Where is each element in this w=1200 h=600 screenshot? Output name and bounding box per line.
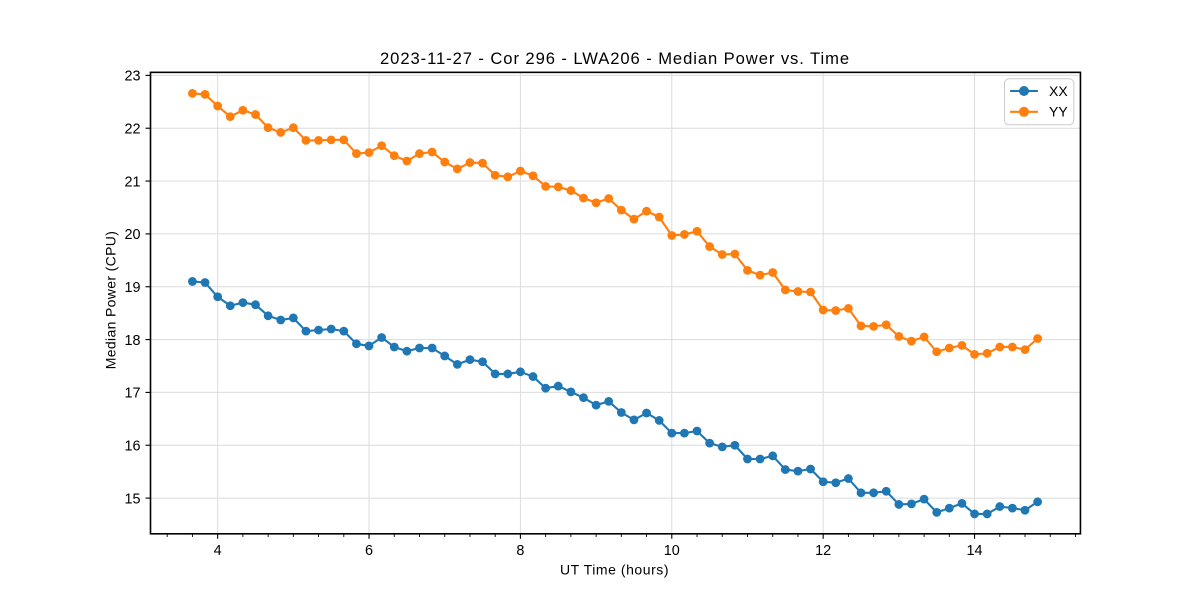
svg-text:23: 23 — [124, 69, 140, 85]
svg-text:UT Time (hours): UT Time (hours) — [560, 561, 669, 577]
svg-text:2023-11-27 - Cor 296 - LWA206: 2023-11-27 - Cor 296 - LWA206 - Median P… — [380, 49, 850, 68]
svg-text:4: 4 — [214, 543, 222, 559]
svg-text:14: 14 — [967, 543, 983, 559]
svg-text:16: 16 — [124, 438, 140, 454]
svg-text:20: 20 — [124, 227, 140, 243]
svg-text:22: 22 — [124, 121, 140, 137]
svg-text:17: 17 — [124, 386, 140, 402]
svg-text:19: 19 — [124, 280, 140, 296]
svg-text:15: 15 — [124, 491, 140, 507]
svg-text:12: 12 — [815, 543, 831, 559]
svg-text:YY: YY — [1049, 104, 1068, 120]
svg-text:XX: XX — [1049, 83, 1068, 99]
svg-text:18: 18 — [124, 333, 140, 349]
svg-text:8: 8 — [516, 543, 524, 559]
svg-text:10: 10 — [664, 543, 680, 559]
svg-text:21: 21 — [124, 174, 140, 190]
svg-text:Median Power (CPU): Median Power (CPU) — [103, 231, 119, 370]
svg-text:6: 6 — [365, 543, 373, 559]
